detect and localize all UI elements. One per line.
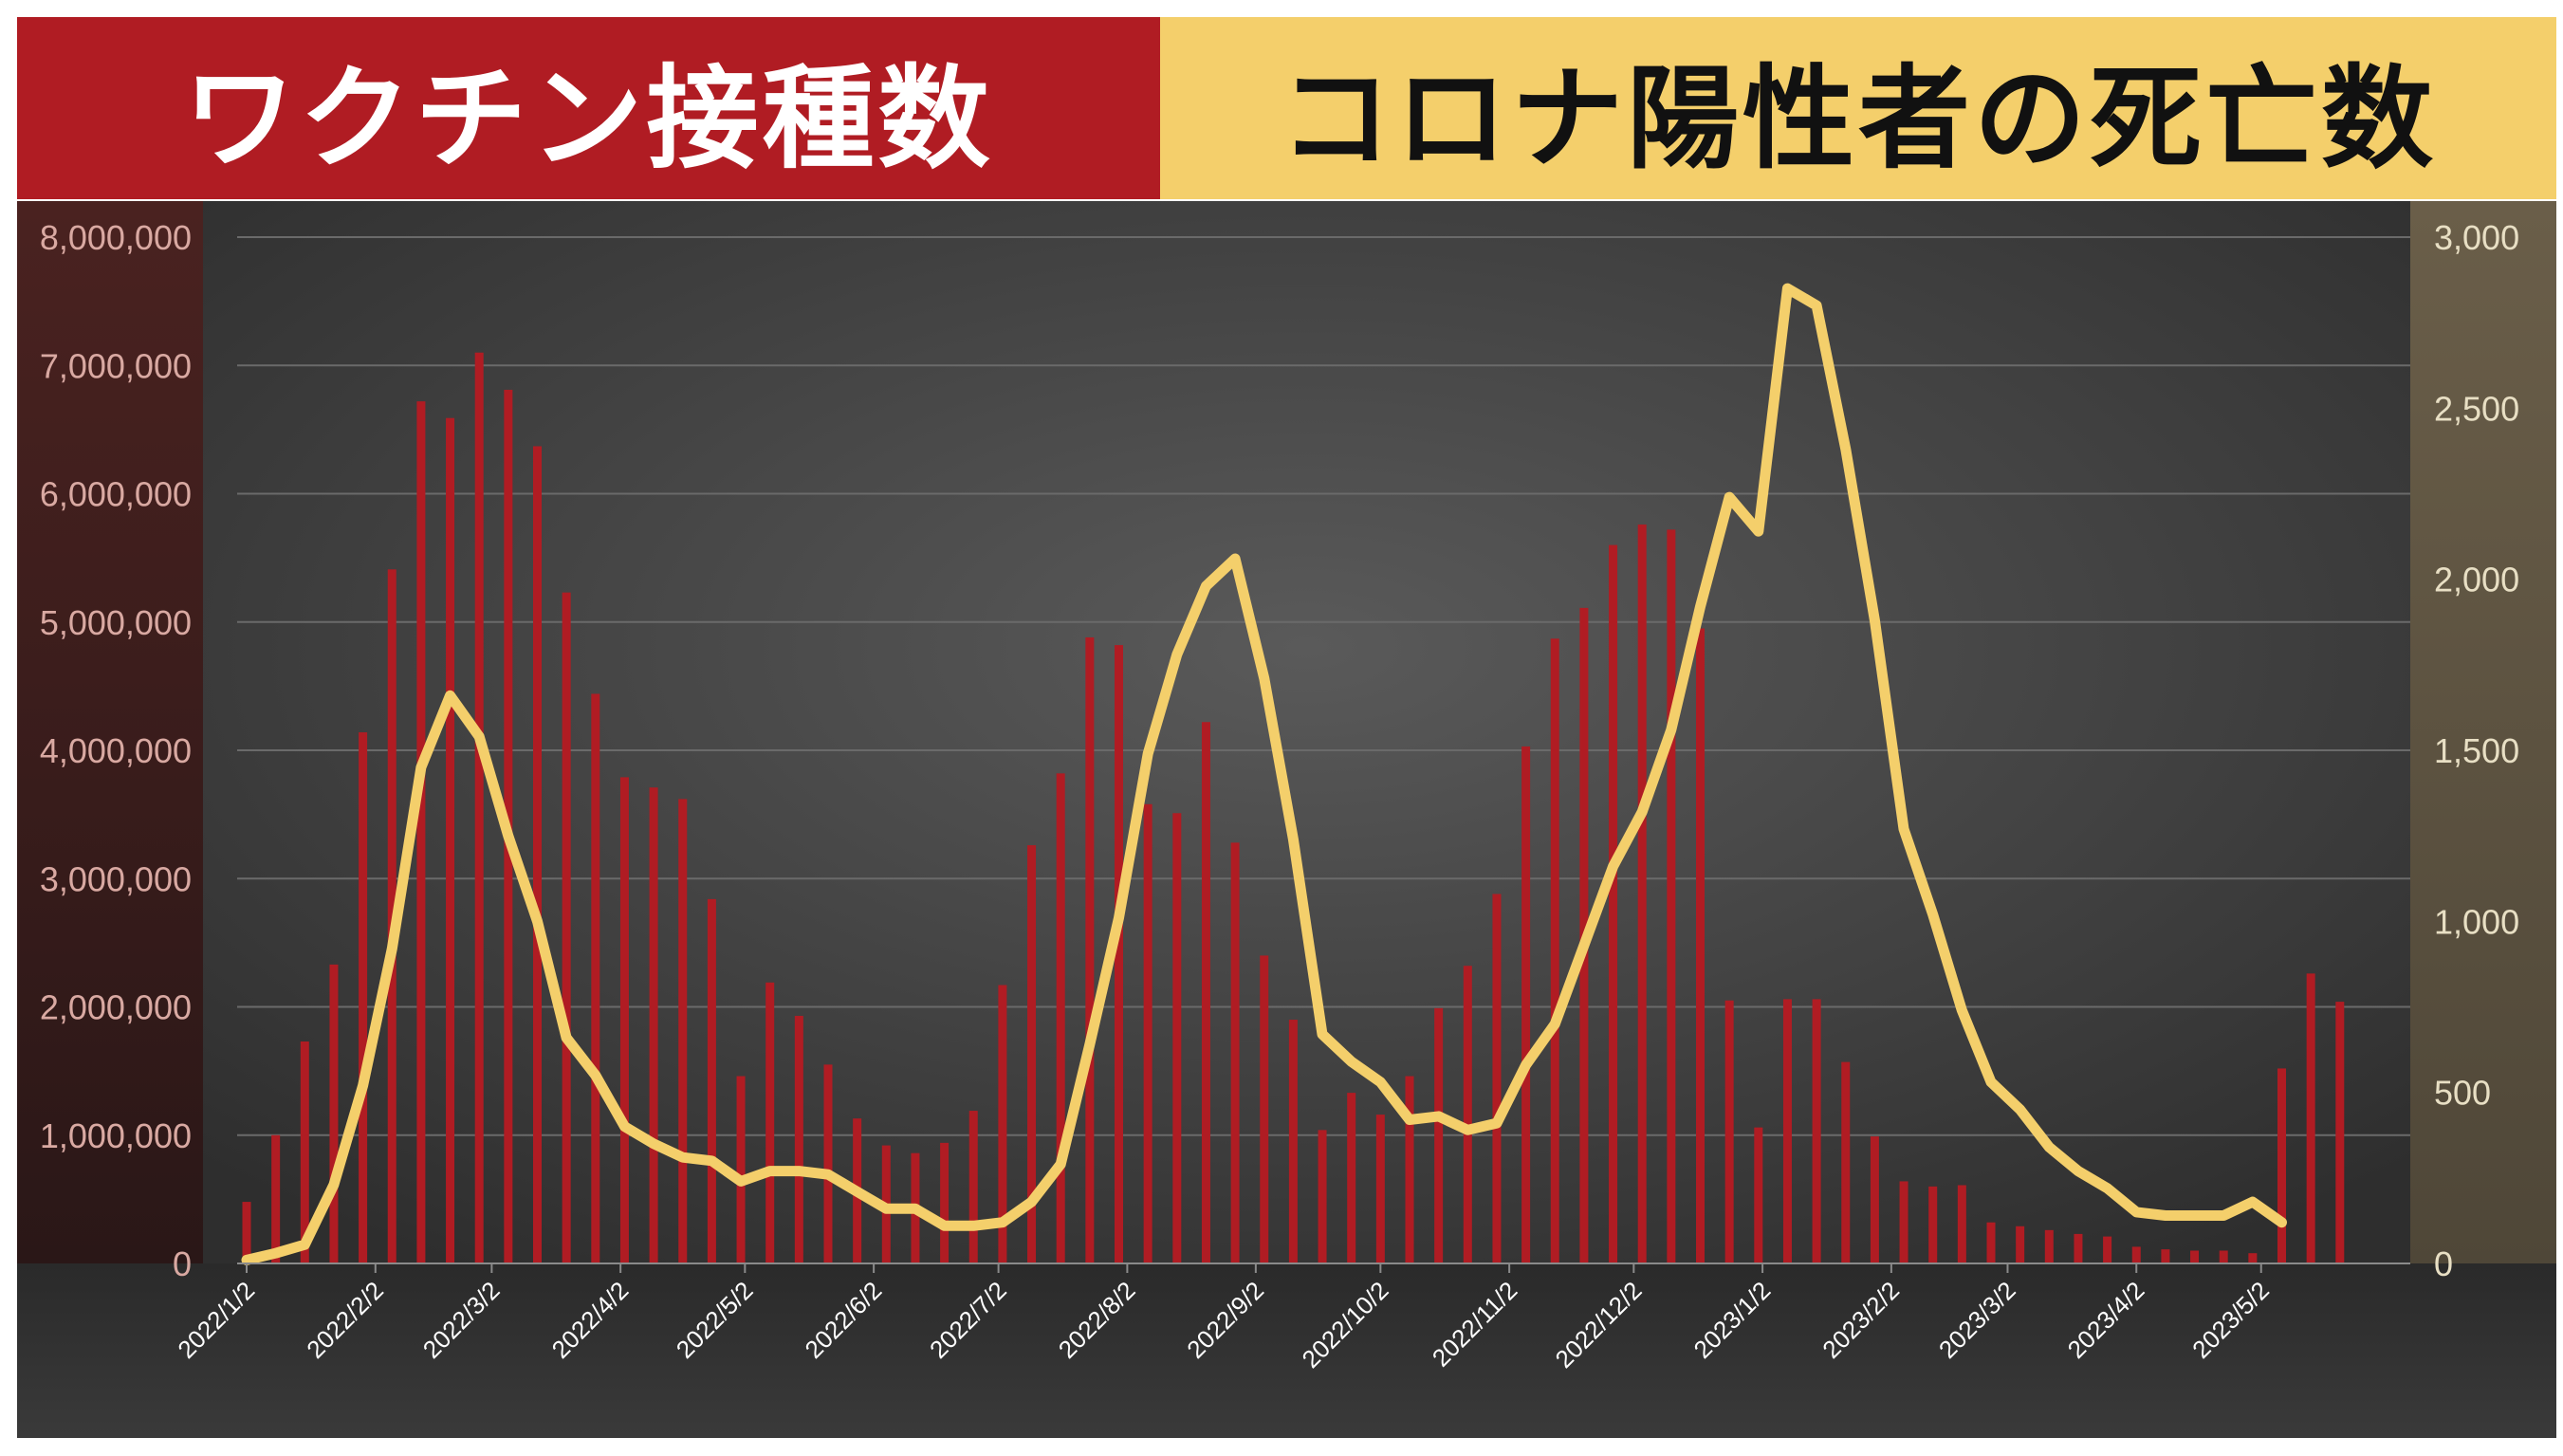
vaccination-bar: [2306, 973, 2315, 1263]
vaccination-bar: [1347, 1093, 1356, 1263]
right-axis-tick-label: 1,000: [2434, 902, 2519, 941]
vaccination-bar: [823, 1064, 833, 1263]
vaccination-bar: [1754, 1127, 1763, 1263]
vaccination-bar: [1463, 966, 1472, 1263]
vaccination-bar: [2074, 1233, 2083, 1263]
right-axis-tick-label: 2,000: [2434, 561, 2519, 599]
vaccination-bar: [1260, 955, 1269, 1263]
left-axis-tick-label: 1,000,000: [40, 1116, 192, 1155]
vaccination-bar: [1434, 1007, 1444, 1263]
vaccination-bar: [1201, 722, 1210, 1263]
vaccination-bar: [2103, 1236, 2112, 1263]
left-axis-tick-label: 0: [173, 1244, 192, 1283]
vaccination-bar: [765, 982, 775, 1263]
vaccination-bar: [736, 1076, 746, 1263]
left-axis-tick-label: 6,000,000: [40, 475, 192, 514]
covid-deaths-title: コロナ陽性者の死亡数: [1279, 52, 2437, 184]
vaccination-bar: [591, 693, 600, 1263]
vaccination-count-title: ワクチン接種数: [183, 52, 994, 184]
vaccination-bar: [474, 352, 484, 1264]
vaccination-bar: [1521, 746, 1531, 1263]
vaccination-bar: [1841, 1061, 1851, 1263]
left-axis-tick-label: 5,000,000: [40, 603, 192, 642]
vaccination-bar: [998, 985, 1007, 1263]
right-axis-panel: [2410, 201, 2556, 1263]
vaccination-bar: [2219, 1250, 2228, 1263]
vaccination-bar: [794, 1015, 803, 1263]
left-axis-tick-label: 2,000,000: [40, 988, 192, 1027]
vaccination-bar: [1085, 636, 1095, 1263]
vaccination-bar: [619, 777, 629, 1263]
vaccination-bar: [1405, 1076, 1414, 1263]
vaccination-bar: [1375, 1115, 1385, 1263]
vaccination-bar: [678, 799, 688, 1263]
vaccination-bar: [1056, 773, 1065, 1263]
vaccination-bar: [1696, 628, 1705, 1263]
vaccination-bar: [1027, 845, 1037, 1263]
vaccination-bar: [2335, 1002, 2345, 1263]
vaccination-bar: [359, 732, 368, 1263]
left-axis-tick-label: 7,000,000: [40, 346, 192, 385]
chart-area: 0 1,000,000 2,000,000 3,000,000 4,000,000 5,0…: [17, 201, 2556, 1438]
vaccination-bar: [1724, 1000, 1734, 1263]
vaccination-bar: [1318, 1130, 1327, 1263]
vaccination-bar: [1899, 1181, 1908, 1263]
vaccination-bar: [940, 1142, 950, 1263]
vaccination-bar: [300, 1041, 309, 1263]
vaccination-bar: [2016, 1226, 2025, 1263]
right-axis-tick-label: 0: [2434, 1244, 2453, 1283]
vaccination-bar: [1870, 1136, 1879, 1263]
vaccination-bar: [2044, 1229, 2054, 1263]
plot-background: [203, 201, 2410, 1263]
right-axis-tick-label: 2,500: [2434, 389, 2519, 428]
vaccination-bar: [1288, 1020, 1298, 1263]
left-axis-tick-label: 3,000,000: [40, 859, 192, 898]
vaccination-bar: [2277, 1068, 2286, 1263]
vaccination-bar: [562, 592, 571, 1263]
right-axis-tick-label: 500: [2434, 1074, 2491, 1113]
vaccination-bar: [1550, 638, 1559, 1263]
vaccination-bar: [1957, 1185, 1966, 1263]
vaccination-bar: [649, 787, 658, 1263]
deaths-line: [241, 283, 2287, 1265]
right-axis-tick-label: 3,000: [2434, 218, 2519, 257]
vaccination-bar: [1609, 544, 1618, 1263]
vaccination-bar: [1143, 803, 1152, 1263]
left-axis-tick-label: 8,000,000: [40, 218, 192, 257]
vaccination-count-banner: ワクチン接種数: [17, 17, 1160, 199]
vaccination-bar: [271, 1134, 281, 1263]
vaccination-bar: [329, 964, 339, 1263]
vaccination-bar: [2131, 1246, 2141, 1263]
vaccination-bar: [968, 1111, 978, 1263]
left-axis-tick-label: 4,000,000: [40, 731, 192, 770]
covid-deaths-banner: コロナ陽性者の死亡数: [1160, 17, 2556, 199]
vaccination-bar: [1986, 1222, 1996, 1263]
vaccination-bar: [1667, 529, 1676, 1263]
vaccination-bar: [242, 1202, 251, 1263]
combo-chart: 0 1,000,000 2,000,000 3,000,000 4,000,000 5,0…: [17, 201, 2556, 1438]
right-axis-tick-label: 1,500: [2434, 731, 2519, 770]
vaccination-bar: [1492, 894, 1502, 1263]
vaccination-bar: [1782, 999, 1792, 1263]
vaccination-bar: [2190, 1250, 2200, 1263]
vaccination-bar: [2248, 1253, 2258, 1263]
vaccination-bar: [707, 898, 716, 1263]
vaccination-bar: [1812, 999, 1821, 1263]
left-axis-panel: [17, 201, 203, 1263]
vaccination-bar: [1928, 1186, 1938, 1263]
vaccination-bar: [1230, 842, 1240, 1263]
vaccination-bar: [416, 401, 426, 1263]
vaccination-bar: [1172, 813, 1182, 1263]
x-axis-panel: [17, 1263, 2556, 1438]
vaccination-bar: [2161, 1249, 2170, 1263]
vaccination-bar: [446, 417, 455, 1263]
vaccination-bar: [1637, 524, 1647, 1263]
vaccination-bar: [533, 446, 542, 1263]
vaccination-bar: [1115, 645, 1123, 1263]
